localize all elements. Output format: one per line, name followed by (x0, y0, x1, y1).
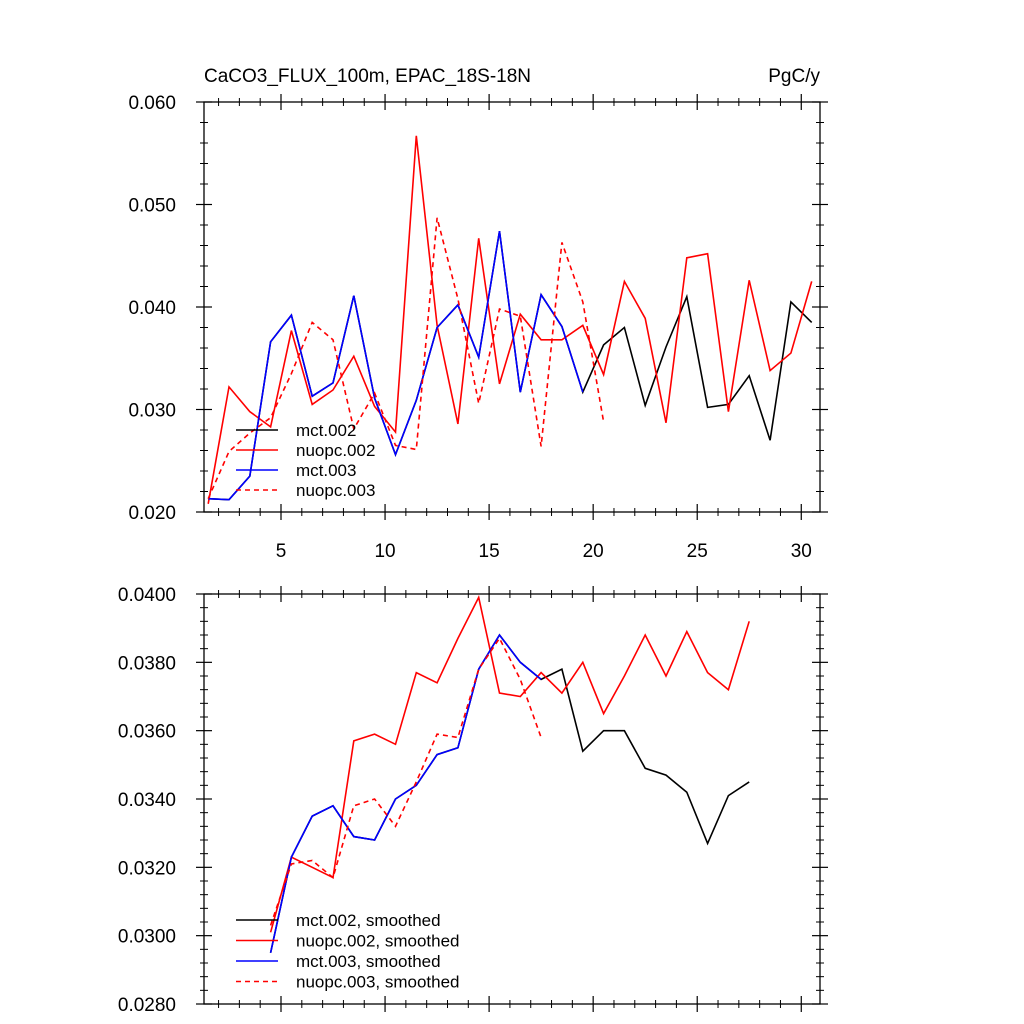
top-legend-label-nuopc-003: nuopc.003 (296, 481, 375, 500)
y-tick-label: 0.040 (128, 298, 176, 319)
top-series-line-nuopc-003 (207, 217, 605, 500)
top-series-line-nuopc-002 (207, 135, 813, 504)
x-tick-label: 15 (479, 541, 500, 562)
y-tick-label: 0.0280 (118, 995, 176, 1016)
x-tick-label: 10 (374, 541, 395, 562)
top-legend-label-mct-002: mct.002 (296, 421, 356, 440)
bottom-legend-label-nuopc-002-smoothed: nuopc.002, smoothed (296, 932, 460, 951)
y-tick-label: 0.0360 (118, 722, 176, 743)
y-tick-label: 0.0320 (118, 858, 176, 879)
bottom-series-line-mct-003-smoothed (269, 633, 542, 953)
bottom-legend-label-mct-002-smoothed: mct.002, smoothed (296, 911, 441, 930)
top-series (207, 135, 813, 504)
units-label: PgC/y (768, 66, 820, 87)
bottom-ticks: 0.0280 0.0300 0.0320 0.0340 0.0360 0.0380 0.04… (118, 585, 828, 1016)
y-tick-label: 0.0340 (118, 790, 176, 811)
y-tick-label: 0.0380 (118, 653, 176, 674)
bottom-legend-label-nuopc-003-smoothed: nuopc.003, smoothed (296, 973, 460, 992)
y-tick-label: 0.060 (128, 93, 176, 114)
y-tick-label: 0.020 (128, 503, 176, 524)
bottom-series-line-nuopc-002-smoothed (269, 595, 750, 933)
top-legend-label-mct-003: mct.003 (296, 461, 356, 480)
top-panel: CaCO3_FLUX_100m, EPAC_18S-18N PgC/y 0.02… (128, 66, 828, 562)
x-tick-label: 5 (276, 541, 287, 562)
y-tick-label: 0.0400 (118, 585, 176, 606)
bottom-series-line-nuopc-003-smoothed (269, 636, 542, 926)
bottom-legend-label-mct-003-smoothed: mct.003, smoothed (296, 952, 441, 971)
bottom-panel: 0.0280 0.0300 0.0320 0.0340 0.0360 0.0380 0.04… (118, 585, 828, 1016)
top-series-line-mct-003 (208, 230, 584, 501)
y-tick-label: 0.050 (128, 196, 176, 217)
x-tick-label: 25 (687, 541, 708, 562)
x-tick-label: 20 (583, 541, 604, 562)
top-plot-frame (203, 101, 821, 513)
y-tick-label: 0.0300 (118, 927, 176, 948)
bottom-legend: mct.002, smoothed nuopc.002, smoothedmct.… (236, 911, 460, 992)
bottom-series (269, 595, 750, 953)
bottom-plot-frame (203, 593, 821, 1005)
bottom-series-line-mct-002-smoothed (269, 633, 750, 953)
y-tick-label: 0.030 (128, 401, 176, 422)
top-legend-label-nuopc-002: nuopc.002 (296, 441, 375, 460)
top-ticks: 0.020 0.030 0.040 0.050 0.060 5 10 15 20 25 30 (128, 93, 828, 562)
chart-title: CaCO3_FLUX_100m, EPAC_18S-18N (204, 66, 531, 87)
x-tick-label: 30 (791, 541, 812, 562)
